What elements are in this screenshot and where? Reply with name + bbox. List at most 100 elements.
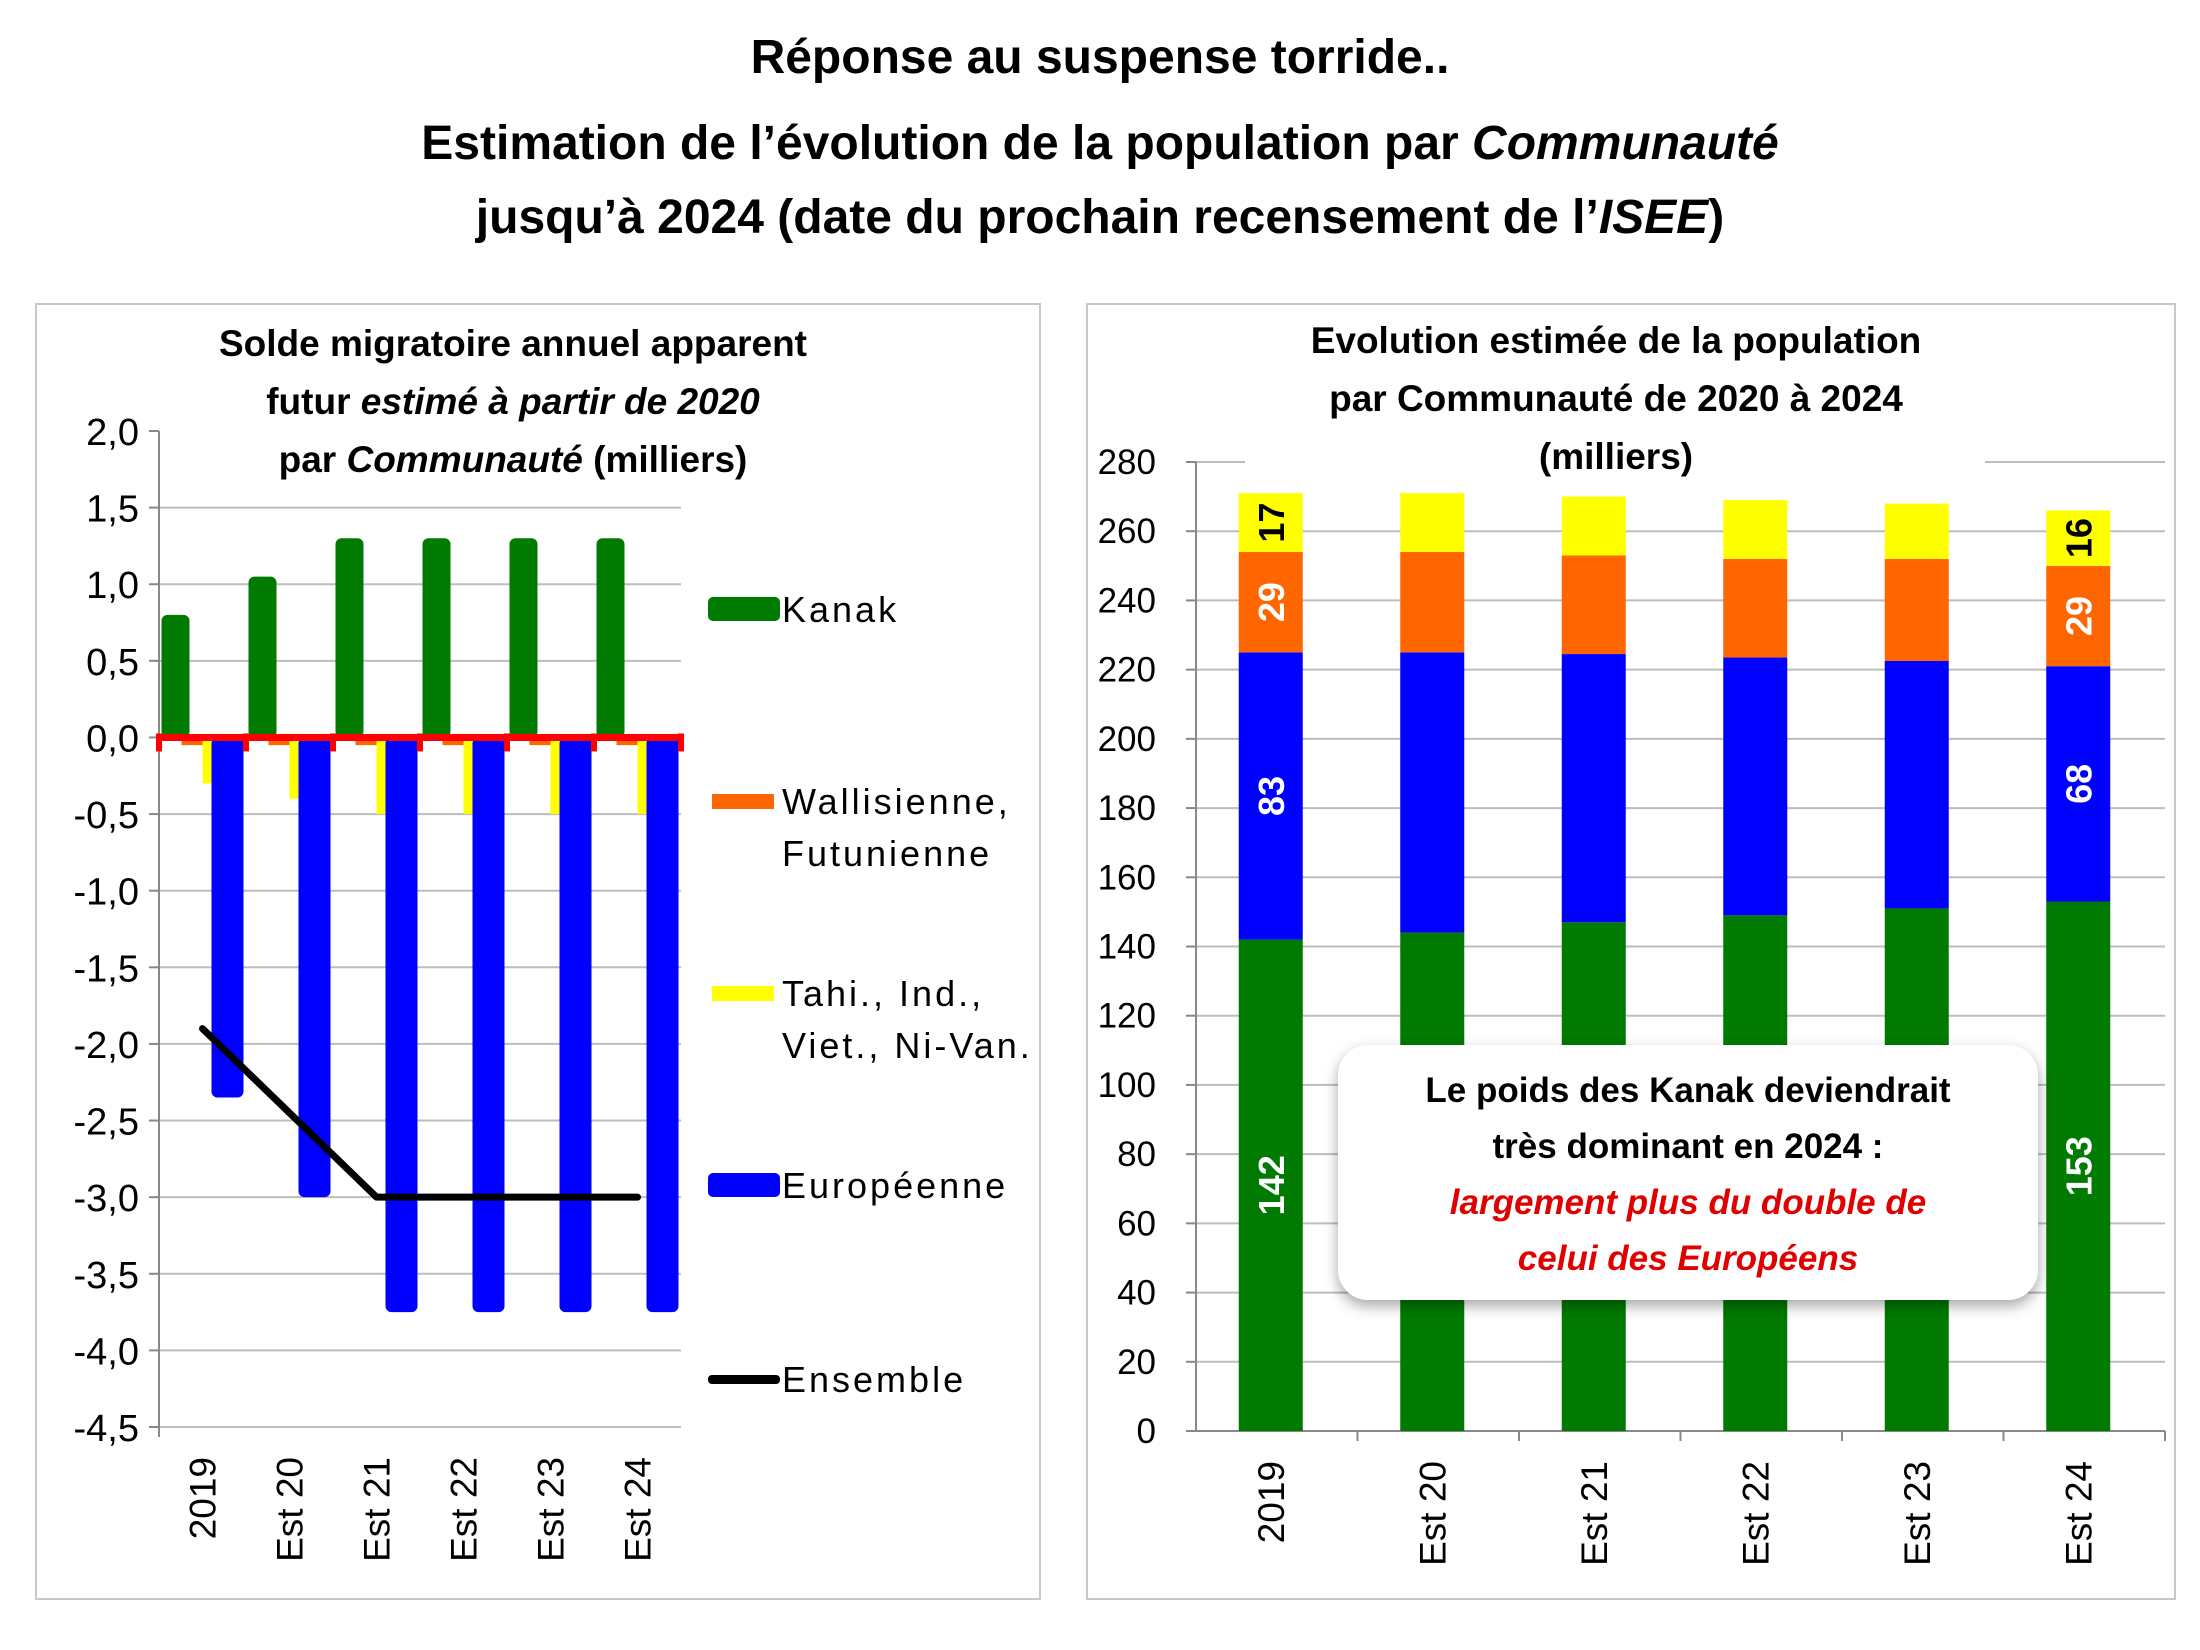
bar-europ-enne [472,737,505,1313]
y-tick-label: -3,0 [74,1178,139,1220]
header-line-3: jusqu’à 2024 (date du prochain recenseme… [0,194,2200,242]
stack-segment-kanak [1238,939,1303,1431]
legend-label: Ensemble [782,1359,966,1400]
stack-segment-europ-enne [1723,657,1788,916]
bar-tahi-ind-viet-ni-van- [376,737,387,815]
y-tick-label: 60 [1117,1204,1156,1243]
y-tick-label: 2,0 [86,412,139,454]
y-tick-label: -4,0 [74,1331,139,1373]
y-tick-label: -3,5 [74,1255,139,1297]
legend-label: Wallisienne, [782,781,1011,822]
y-tick-label: -2,5 [74,1102,139,1144]
legend-swatch [708,597,780,621]
x-tick-label: 2019 [1251,1461,1292,1543]
legend-swatch [712,986,774,1001]
y-tick-label: 1,5 [86,489,139,531]
data-label: 83 [1251,776,1292,816]
stack-segment-europ-enne [1400,652,1465,933]
x-tick-label: Est 20 [270,1457,311,1562]
legend-label: Européenne [782,1165,1008,1206]
stack-segment-tahi-ind-viet-ni-van- [1561,496,1626,556]
y-tick-label: -1,0 [74,872,139,914]
x-tick-label: Est 23 [531,1457,572,1562]
left-chart-panel [35,303,1041,1600]
y-tick-label: -0,5 [74,795,139,837]
bar-wallisienne-futunienne [529,737,558,746]
y-tick-label: 80 [1117,1135,1156,1174]
bar-tahi-ind-viet-ni-van- [463,737,474,815]
y-tick-label: 0,5 [86,642,139,684]
y-tick-label: 260 [1098,512,1156,551]
header-line-3-italic: ISEE [1598,191,1709,244]
stack-segment-tahi-ind-viet-ni-van- [1723,500,1788,559]
left-chart-title-line: futur estimé à partir de 2020 [266,381,760,422]
header-line-2-italic: Communauté [1472,117,1779,170]
y-tick-label: -4,5 [74,1408,139,1450]
stack-segment-tahi-ind-viet-ni-van- [2046,510,2111,566]
y-tick-label: 0 [1137,1412,1156,1451]
y-tick-label: 160 [1098,858,1156,897]
legend-swatch [712,794,774,809]
data-label: 17 [1251,503,1292,543]
bar-wallisienne-futunienne [616,737,645,746]
bar-europ-enne [298,737,331,1198]
bar-europ-enne [385,737,418,1313]
bar-europ-enne [559,737,592,1313]
data-label: 29 [1251,582,1292,622]
x-tick-label: 2019 [183,1457,224,1539]
y-tick-label: 0,0 [86,718,139,760]
bar-tahi-ind-viet-ni-van- [550,737,561,815]
bar-tahi-ind-viet-ni-van- [202,737,213,784]
line-ensemble [199,1025,641,1201]
stack-segment-wallisienne-futunienne [1561,555,1626,655]
stack-segment-wallisienne-futunienne [1723,558,1788,658]
legend-label: Futunienne [782,833,992,874]
y-tick-label: 240 [1098,581,1156,620]
callout-line-4: celui des Européens [1517,1239,1859,1278]
x-tick-label: Est 21 [357,1457,398,1562]
bar-kanak [509,538,538,738]
x-tick-label: Est 22 [1735,1461,1776,1566]
data-label: 29 [2058,596,2099,636]
bar-kanak [248,576,277,738]
stack-segment-wallisienne-futunienne [1400,551,1465,653]
stack-segment-tahi-ind-viet-ni-van- [1884,503,1949,559]
header-line-3-suffix: ) [1708,191,1725,244]
header-line-2-text: Estimation de l’évolution de la populati… [421,117,1473,170]
x-tick-label: Est 23 [1897,1461,1938,1566]
data-label: 142 [1251,1155,1292,1215]
data-label: 16 [2058,518,2099,558]
x-tick-label: Est 24 [2058,1461,2099,1566]
bar-wallisienne-futunienne [355,737,384,746]
bar-europ-enne [646,737,679,1313]
bar-wallisienne-futunienne [181,737,210,746]
stack-segment-europ-enne [1561,654,1626,923]
header-line-1: Réponse au suspense torride.. [750,31,1450,84]
callout-line-3: largement plus du double de [1449,1183,1927,1222]
bar-tahi-ind-viet-ni-van- [289,737,300,799]
y-tick-label: 20 [1117,1343,1156,1382]
y-tick-label: 120 [1098,997,1156,1036]
x-tick-label: Est 21 [1574,1461,1615,1566]
y-tick-label: 200 [1098,720,1156,759]
bar-europ-enne [211,737,244,1098]
left-chart-title-line: Solde migratoire annuel apparent [219,323,807,364]
bar-kanak [161,614,190,738]
stack-segment-europ-enne [2046,666,2111,902]
y-tick-label: 40 [1117,1274,1156,1313]
header-line-2: Estimation de l’évolution de la populati… [0,120,2200,168]
y-tick-label: 280 [1098,443,1156,482]
stack-segment-wallisienne-futunienne [2046,565,2111,667]
bar-kanak [422,538,451,738]
callout-line-1: Le poids des Kanak deviendrait [1425,1071,1951,1110]
x-tick-label: Est 24 [618,1457,659,1562]
bar-kanak [335,538,364,738]
y-tick-label: -1,5 [74,948,139,990]
bar-wallisienne-futunienne [268,737,297,746]
stack-segment-wallisienne-futunienne [1238,551,1303,653]
y-tick-label: -2,0 [74,1025,139,1067]
bar-wallisienne-futunienne [442,737,471,746]
callout-box: Le poids des Kanak deviendrait très domi… [1338,1045,2038,1300]
header-line-3-text: jusqu’à 2024 (date du prochain recenseme… [475,191,1599,244]
